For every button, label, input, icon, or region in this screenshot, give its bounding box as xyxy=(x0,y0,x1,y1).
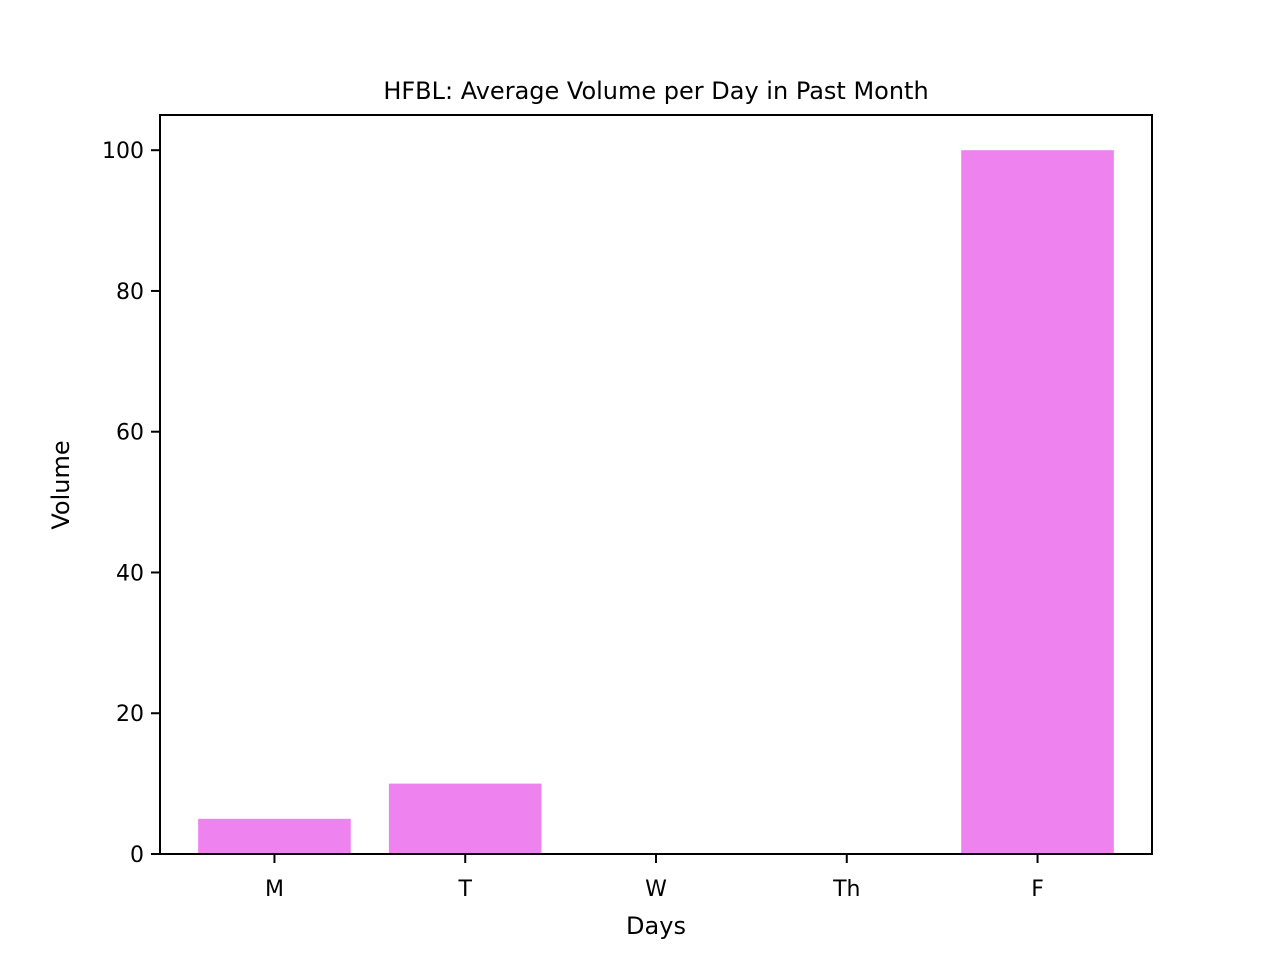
y-tick-label: 20 xyxy=(116,702,144,727)
x-tick-label: T xyxy=(458,877,473,902)
x-tick-label: W xyxy=(645,877,667,902)
x-axis-label: Days xyxy=(626,912,686,940)
x-axis: M T W Th F xyxy=(265,854,1044,902)
bar-m xyxy=(198,818,351,854)
y-tick-label: 80 xyxy=(116,280,144,305)
x-tick-label: M xyxy=(265,877,284,902)
y-tick-label: 100 xyxy=(102,139,144,164)
bars-group xyxy=(198,150,1114,854)
y-axis: 0 20 40 60 80 100 xyxy=(102,139,160,868)
y-tick-label: 0 xyxy=(130,843,144,868)
bar-t xyxy=(388,783,542,854)
y-axis-label: Volume xyxy=(47,440,75,529)
y-tick-label: 60 xyxy=(116,421,144,446)
bar-f xyxy=(961,150,1114,854)
y-tick-label: 40 xyxy=(116,561,144,586)
chart-title: HFBL: Average Volume per Day in Past Mon… xyxy=(383,77,928,105)
x-tick-label: F xyxy=(1031,877,1044,902)
x-tick-label: Th xyxy=(832,877,860,902)
